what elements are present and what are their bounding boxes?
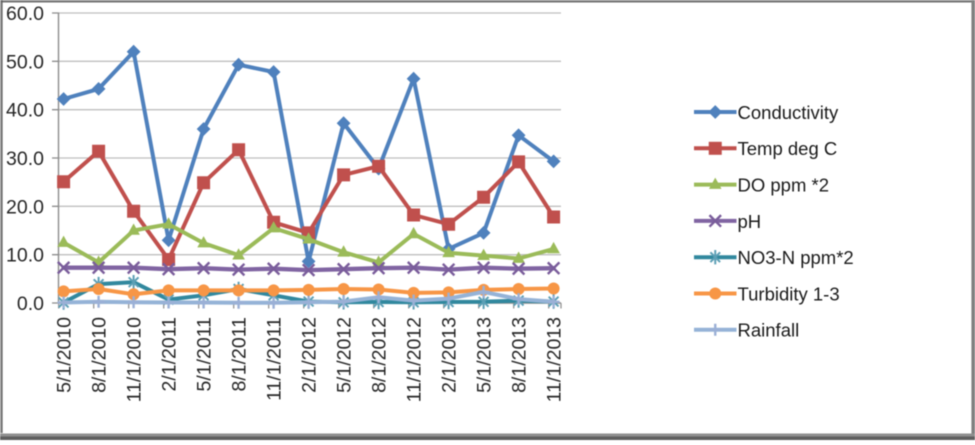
svg-text:11/1/2012: 11/1/2012 [404, 317, 426, 402]
svg-text:11/1/2013: 11/1/2013 [544, 317, 566, 402]
svg-text:DO ppm *2: DO ppm *2 [738, 175, 830, 196]
svg-text:8/1/2011: 8/1/2011 [229, 317, 251, 391]
svg-text:8/1/2012: 8/1/2012 [369, 317, 391, 393]
svg-text:0.0: 0.0 [17, 293, 44, 315]
svg-text:30.0: 30.0 [6, 148, 44, 170]
svg-text:Rainfall: Rainfall [738, 320, 800, 341]
svg-text:NO3-N ppm*2: NO3-N ppm*2 [738, 247, 854, 268]
svg-text:50.0: 50.0 [6, 51, 44, 73]
svg-text:5/1/2013: 5/1/2013 [474, 317, 496, 393]
svg-text:11/1/2010: 11/1/2010 [124, 317, 146, 402]
svg-text:5/1/2010: 5/1/2010 [54, 317, 76, 393]
svg-text:11/1/2011: 11/1/2011 [264, 317, 286, 401]
svg-text:20.0: 20.0 [6, 196, 44, 218]
svg-text:Temp deg C: Temp deg C [738, 138, 838, 159]
svg-text:2/1/2013: 2/1/2013 [439, 317, 461, 393]
svg-text:5/1/2012: 5/1/2012 [334, 317, 356, 393]
svg-text:8/1/2010: 8/1/2010 [89, 317, 111, 393]
svg-text:pH: pH [738, 211, 762, 232]
svg-text:40.0: 40.0 [6, 100, 44, 122]
svg-text:Turbidity 1-3: Turbidity 1-3 [738, 283, 840, 304]
svg-text:5/1/2011: 5/1/2011 [194, 317, 216, 391]
svg-text:10.0: 10.0 [6, 245, 44, 267]
svg-text:2/1/2012: 2/1/2012 [299, 317, 321, 393]
svg-text:8/1/2013: 8/1/2013 [509, 317, 531, 393]
svg-text:2/1/2011: 2/1/2011 [159, 317, 181, 391]
svg-text:60.0: 60.0 [6, 3, 44, 25]
svg-text:Conductivity: Conductivity [738, 102, 840, 123]
